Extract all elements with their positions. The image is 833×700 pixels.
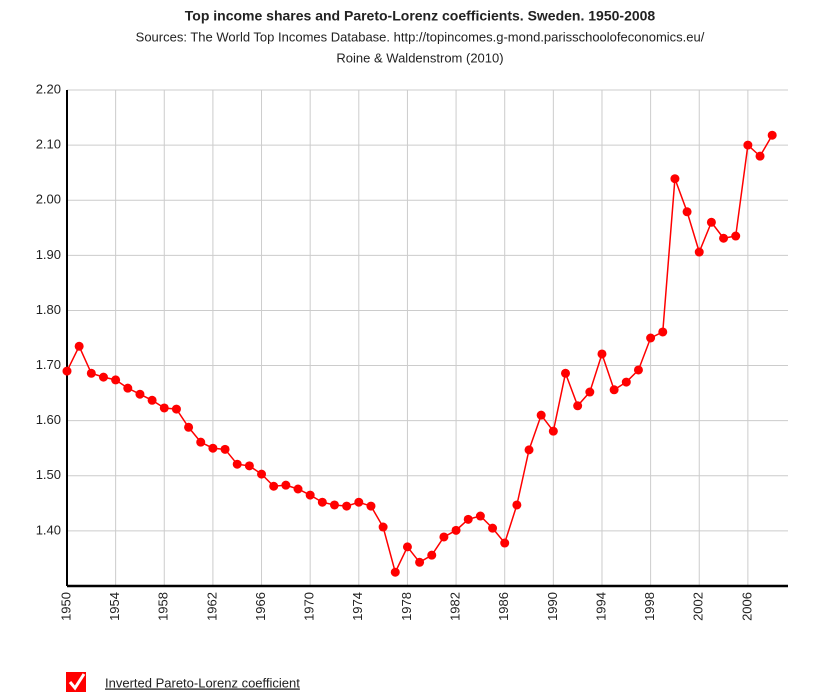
- x-tick-label: 1978: [399, 592, 414, 621]
- data-point: [573, 401, 583, 411]
- x-tick-label: 1970: [302, 592, 317, 621]
- data-point: [633, 365, 643, 375]
- y-tick-label: 1.90: [36, 247, 61, 262]
- data-point: [281, 480, 291, 490]
- data-point: [475, 511, 485, 521]
- data-point: [293, 484, 303, 494]
- data-point: [451, 525, 461, 535]
- x-tick-label: 2006: [739, 592, 754, 621]
- data-point: [329, 500, 339, 510]
- x-tick-label: 1958: [156, 592, 171, 621]
- y-tick-label: 1.80: [36, 302, 61, 317]
- data-point: [609, 385, 619, 395]
- data-point: [171, 404, 181, 414]
- data-point: [135, 389, 145, 399]
- data-point: [366, 501, 376, 511]
- chart-subtitle: Roine & Waldenstrom (2010): [336, 50, 503, 65]
- y-tick-label: 2.20: [36, 81, 61, 96]
- x-tick-label: 1966: [253, 592, 268, 621]
- data-point: [743, 140, 753, 150]
- data-point: [111, 375, 121, 385]
- data-point: [585, 387, 595, 397]
- data-point: [731, 231, 741, 241]
- data-point: [159, 403, 169, 413]
- data-point: [196, 437, 206, 447]
- data-point: [378, 522, 388, 532]
- data-point: [147, 395, 157, 405]
- data-point: [621, 377, 631, 387]
- data-point: [536, 410, 546, 420]
- data-point: [439, 532, 449, 542]
- data-point: [123, 383, 133, 393]
- data-point: [244, 461, 254, 471]
- data-point: [354, 497, 364, 507]
- data-point: [98, 372, 108, 382]
- data-point: [560, 368, 570, 378]
- data-point: [694, 247, 704, 257]
- data-point: [706, 217, 716, 227]
- data-point: [257, 469, 267, 479]
- y-tick-label: 1.50: [36, 467, 61, 482]
- x-tick-label: 1986: [496, 592, 511, 621]
- data-point: [402, 542, 412, 552]
- data-point: [86, 368, 96, 378]
- data-point: [597, 349, 607, 359]
- x-tick-label: 1950: [58, 592, 73, 621]
- x-tick-label: 1998: [642, 592, 657, 621]
- data-point: [415, 557, 425, 567]
- data-point: [317, 497, 327, 507]
- x-tick-label: 1954: [107, 592, 122, 621]
- legend[interactable]: [66, 672, 86, 692]
- data-point: [512, 500, 522, 510]
- data-point: [269, 481, 279, 491]
- x-tick-label: 1994: [593, 592, 608, 621]
- data-point: [755, 151, 765, 161]
- check-icon: [68, 673, 86, 691]
- data-point: [184, 422, 194, 432]
- chart-subtitle: Sources: The World Top Incomes Database.…: [136, 29, 705, 44]
- data-point: [488, 523, 498, 533]
- y-tick-label: 2.10: [36, 137, 61, 152]
- data-point: [305, 490, 315, 500]
- data-point: [427, 550, 437, 560]
- x-tick-label: 1990: [545, 592, 560, 621]
- x-tick-label: 1974: [350, 592, 365, 621]
- y-tick-label: 1.70: [36, 357, 61, 372]
- data-point: [767, 130, 777, 140]
- data-point: [232, 459, 242, 469]
- chart-title: Top income shares and Pareto-Lorenz coef…: [185, 8, 656, 24]
- data-line: [66, 134, 773, 575]
- data-point: [208, 443, 218, 453]
- data-point: [719, 233, 729, 243]
- y-tick-label: 2.00: [36, 192, 61, 207]
- data-point: [524, 445, 534, 455]
- y-tick-label: 1.60: [36, 412, 61, 427]
- data-point: [342, 501, 352, 511]
- x-tick-label: 2002: [691, 592, 706, 621]
- data-point: [390, 567, 400, 577]
- data-point: [682, 207, 692, 217]
- data-point: [646, 333, 656, 343]
- data-point: [658, 327, 668, 337]
- legend-label[interactable]: Inverted Pareto-Lorenz coefficient: [105, 675, 300, 690]
- data-point: [220, 444, 230, 454]
- data-point: [670, 174, 680, 184]
- x-tick-label: 1982: [448, 592, 463, 621]
- y-tick-label: 1.40: [36, 522, 61, 537]
- data-point: [500, 538, 510, 548]
- x-tick-label: 1962: [204, 592, 219, 621]
- data-point: [62, 366, 72, 376]
- data-point: [548, 426, 558, 436]
- data-point: [463, 514, 473, 524]
- data-point: [74, 341, 84, 351]
